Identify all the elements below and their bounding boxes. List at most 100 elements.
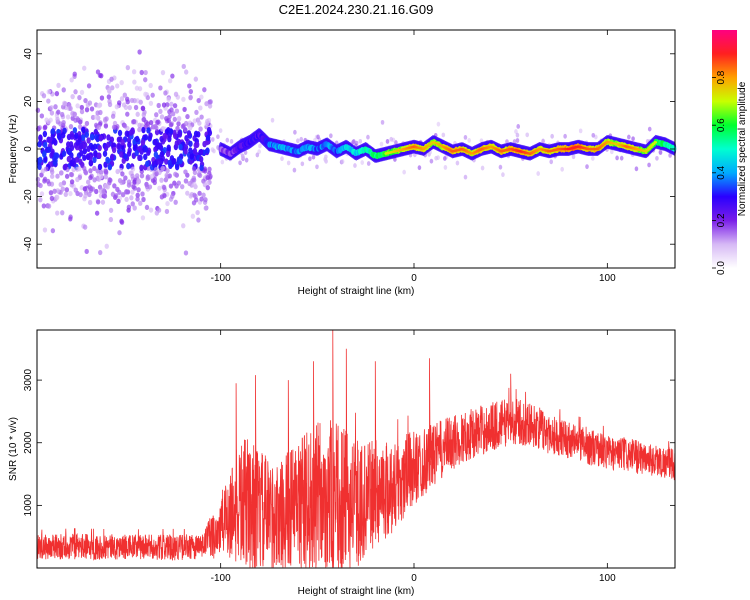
spectrogram-halo-mark [443, 156, 447, 161]
spectrogram-noise-mark [66, 133, 72, 141]
spectrogram-halo-mark [299, 136, 304, 142]
spectrogram-noise-mark [98, 135, 104, 142]
spectrogram-noise-mark [38, 197, 43, 203]
spectrogram-noise-mark [126, 179, 132, 185]
spectrogram-halo-mark [655, 155, 659, 161]
spectrogram-noise-mark [174, 163, 180, 171]
spectrogram-halo-mark [515, 132, 520, 138]
spectrogram-noise-mark [105, 184, 110, 190]
spectrogram-noise-mark [128, 129, 134, 136]
spectrogram-noise-mark [188, 140, 193, 147]
spectrogram-noise-mark [112, 183, 117, 189]
spectrogram-noise-mark [174, 108, 180, 114]
spectrogram-halo-mark [360, 160, 365, 165]
spectrogram-noise-mark [38, 156, 43, 163]
spectrogram-halo-mark [296, 138, 300, 144]
spectrogram-noise-mark [181, 223, 186, 229]
spectrogram-noise-mark [102, 193, 108, 199]
spectrogram-noise-mark [182, 106, 187, 113]
spectrogram-noise-mark [136, 187, 141, 193]
spectrogram-noise-mark [55, 116, 60, 122]
spectrogram-noise-mark [132, 179, 137, 185]
spectrogram-halo-mark [308, 156, 312, 162]
spectrogram-noise-mark [49, 110, 55, 116]
spectrogram-noise-mark [71, 157, 76, 164]
spectrogram-noise-mark [50, 228, 56, 234]
spectrogram-noise-mark [158, 85, 163, 91]
spectrogram-noise-mark [161, 184, 167, 190]
spectrogram-halo-mark [455, 160, 460, 166]
spectrogram-noise-mark [52, 188, 57, 194]
spectrogram-noise-mark [82, 224, 88, 230]
spectrogram-halo-mark [647, 162, 651, 168]
spectrogram-noise-mark [53, 139, 58, 146]
spectrogram-halo-mark [515, 138, 520, 143]
spectrogram-noise-mark [73, 187, 78, 193]
spectrogram-noise-mark [44, 117, 49, 123]
spectrogram-noise-mark [122, 92, 128, 98]
spectrogram-halo-mark [498, 164, 503, 170]
spectrogram-noise-mark [94, 188, 99, 195]
spectrogram-noise-mark [164, 158, 169, 165]
spectrogram-noise-mark [85, 179, 91, 185]
spectrogram-noise-mark [152, 176, 158, 182]
y-tick-label: 40 [23, 48, 34, 60]
spectrogram-y-axis-label: Frequency (Hz) [8, 115, 19, 184]
spectrogram-noise-mark [143, 153, 148, 161]
spectrogram-noise-mark [74, 132, 79, 139]
spectrogram-noise-mark [183, 250, 189, 256]
spectrogram-noise-mark [132, 185, 137, 191]
spectrogram-halo-mark [358, 138, 363, 144]
spectrogram-noise-mark [88, 168, 93, 174]
spectrogram-noise-mark [150, 92, 155, 98]
spectrogram-noise-mark [132, 205, 137, 211]
spectrogram-noise-mark [169, 101, 174, 107]
spectrogram-noise-mark [135, 196, 140, 202]
spectrogram-noise-mark [197, 172, 203, 179]
spectrogram-noise-mark [173, 91, 179, 97]
spectrogram-noise-mark [195, 209, 200, 216]
spectrogram-halo-mark [292, 167, 297, 173]
spectrogram-noise-mark [166, 144, 171, 151]
spectrogram-noise-mark [72, 71, 77, 77]
spectrogram-noise-mark [110, 153, 115, 160]
spectrogram-noise-mark [49, 169, 55, 175]
spectrogram-noise-mark [55, 173, 60, 179]
spectrogram-noise-mark [64, 173, 70, 179]
spectrogram-noise-mark [173, 171, 178, 177]
snr-series-line [37, 330, 675, 568]
spectrogram-noise-mark [87, 191, 92, 198]
spectrogram-noise-mark [86, 137, 91, 144]
spectrogram-halo-mark [467, 137, 471, 143]
spectrogram-noise-mark [139, 69, 144, 76]
spectrogram-noise-mark [134, 173, 140, 179]
spectrogram-noise-mark [67, 102, 72, 108]
spectrogram-noise-mark [138, 99, 143, 105]
spectrogram-noise-mark [134, 85, 140, 91]
spectrogram-noise-mark [79, 150, 84, 157]
spectrogram-halo-mark [610, 149, 614, 155]
spectrogram-noise-mark [46, 203, 52, 209]
spectrogram-noise-mark [143, 77, 148, 83]
spectrogram-noise-mark [100, 199, 106, 205]
spectrogram-noise-mark [86, 145, 91, 153]
spectrogram-noise-mark [99, 73, 104, 79]
spectrogram-noise-mark [41, 203, 47, 209]
spectrogram-noise-mark [116, 198, 121, 204]
y-tick-label: 1000 [23, 494, 34, 517]
spectrogram-noise-mark [72, 111, 77, 117]
spectrogram-noise-mark [42, 151, 47, 158]
spectrogram-halo-mark [366, 161, 371, 166]
spectrogram-halo-mark [480, 165, 485, 171]
spectrogram-noise-mark [140, 215, 146, 221]
spectrogram-noise-mark [111, 142, 117, 149]
spectrogram-noise-mark [44, 166, 49, 172]
spectrogram-noise-mark [154, 171, 159, 177]
spectrogram-halo-mark [225, 137, 230, 143]
spectrogram-noise-mark [139, 164, 144, 172]
spectrogram-noise-mark [55, 194, 60, 200]
spectrogram-noise-mark [125, 65, 131, 71]
spectrogram-noise-mark [148, 207, 154, 213]
spectrogram-noise-mark [127, 141, 132, 148]
